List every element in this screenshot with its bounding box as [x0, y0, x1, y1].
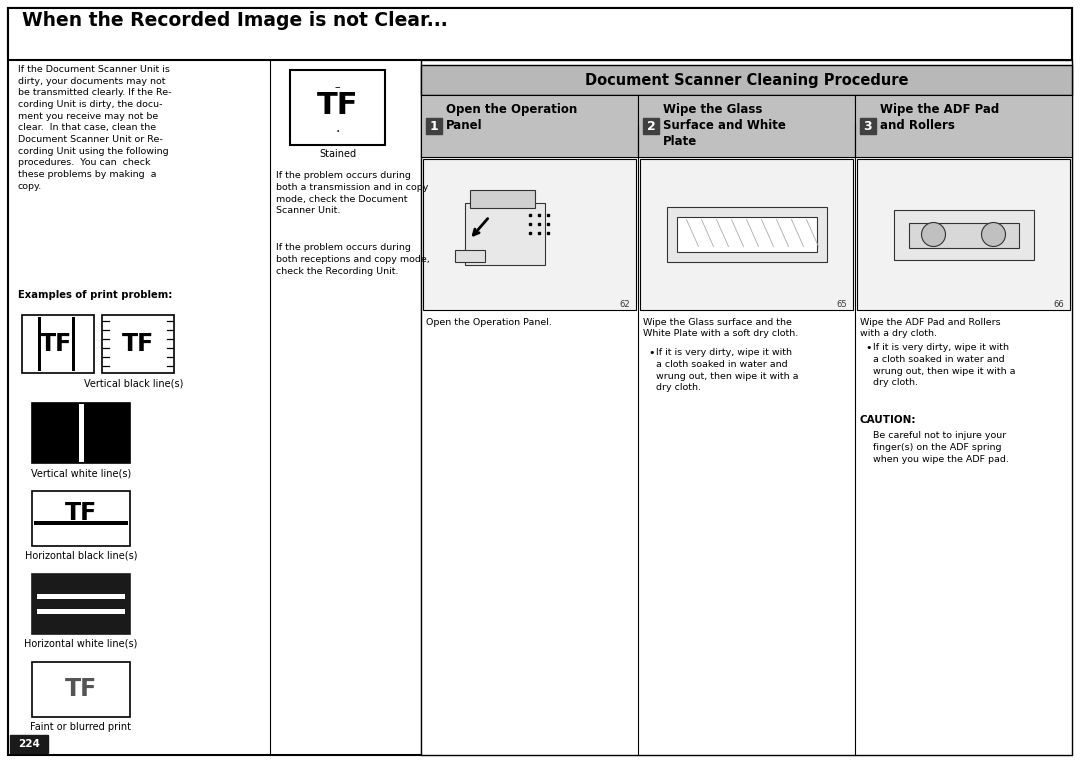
Bar: [32, 662, 130, 717]
Text: If it is very dirty, wipe it with
a cloth soaked in water and
wrung out, then wi: If it is very dirty, wipe it with a clot…: [656, 348, 798, 392]
Text: If the problem occurs during
both a transmission and in copy
mode, check the Doc: If the problem occurs during both a tran…: [276, 171, 429, 215]
Circle shape: [982, 223, 1005, 246]
Bar: [643, 118, 659, 134]
Text: If it is very dirty, wipe it with
a cloth soaked in water and
wrung out, then wi: If it is very dirty, wipe it with a clot…: [873, 343, 1015, 388]
Text: If the problem occurs during
both receptions and copy mode,
check the Recording : If the problem occurs during both recept…: [276, 243, 430, 275]
Text: Wipe the ADF Pad and Rollers
with a dry cloth.: Wipe the ADF Pad and Rollers with a dry …: [860, 318, 1001, 339]
Bar: [32, 403, 130, 463]
Text: Horizontal white line(s): Horizontal white line(s): [25, 639, 137, 649]
Bar: [908, 223, 1018, 247]
Bar: [32, 574, 130, 634]
Text: TF: TF: [316, 91, 359, 120]
Bar: [421, 65, 1072, 95]
Text: 3: 3: [864, 120, 873, 133]
Text: Wipe the ADF Pad
and Rollers: Wipe the ADF Pad and Rollers: [880, 103, 999, 132]
Text: 2: 2: [647, 120, 656, 133]
Text: 65: 65: [836, 300, 847, 309]
Text: Stained: Stained: [319, 149, 356, 159]
Bar: [38, 317, 41, 371]
Bar: [37, 594, 125, 599]
Text: •: •: [865, 343, 872, 353]
Bar: [22, 315, 94, 373]
Circle shape: [921, 223, 945, 246]
Bar: [10, 735, 48, 753]
Bar: [72, 317, 75, 371]
Text: Document Scanner Cleaning Procedure: Document Scanner Cleaning Procedure: [584, 72, 908, 88]
Text: 224: 224: [18, 739, 40, 749]
Bar: [102, 315, 174, 373]
Bar: [638, 95, 855, 157]
Text: If the Document Scanner Unit is
dirty, your documents may not
be transmitted cle: If the Document Scanner Unit is dirty, y…: [18, 65, 172, 191]
Bar: [421, 60, 1072, 755]
Text: Open the Operation
Panel: Open the Operation Panel: [446, 103, 577, 132]
Bar: [8, 8, 1072, 60]
Bar: [858, 159, 1070, 310]
Bar: [33, 521, 129, 525]
Text: Open the Operation Panel.: Open the Operation Panel.: [426, 318, 552, 327]
Text: TF: TF: [40, 332, 72, 356]
Bar: [291, 70, 384, 145]
Bar: [421, 95, 638, 157]
Text: Wipe the Glass surface and the
White Plate with a soft dry cloth.: Wipe the Glass surface and the White Pla…: [643, 318, 798, 339]
Text: Vertical black line(s): Vertical black line(s): [84, 378, 184, 388]
Bar: [426, 118, 442, 134]
Text: 62: 62: [619, 300, 630, 309]
Bar: [676, 217, 816, 252]
Text: When the Recorded Image is not Clear...: When the Recorded Image is not Clear...: [22, 11, 448, 30]
Text: 1: 1: [430, 120, 438, 133]
Text: Examples of print problem:: Examples of print problem:: [18, 290, 173, 300]
Text: Vertical white line(s): Vertical white line(s): [31, 468, 131, 478]
Text: Be careful not to injure your
finger(s) on the ADF spring
when you wipe the ADF : Be careful not to injure your finger(s) …: [873, 431, 1009, 464]
Bar: [470, 189, 535, 208]
Text: •: •: [648, 348, 654, 358]
Text: Faint or blurred print: Faint or blurred print: [30, 722, 132, 732]
Bar: [79, 404, 84, 462]
Text: CAUTION:: CAUTION:: [860, 415, 917, 425]
Text: Wipe the Glass
Surface and White
Plate: Wipe the Glass Surface and White Plate: [663, 103, 786, 148]
Text: TF: TF: [65, 678, 97, 701]
Bar: [423, 159, 636, 310]
Bar: [455, 250, 485, 262]
Bar: [893, 210, 1034, 259]
Text: TF: TF: [122, 332, 154, 356]
Bar: [666, 207, 826, 262]
Text: Horizontal black line(s): Horizontal black line(s): [25, 551, 137, 561]
Text: TF: TF: [65, 501, 97, 524]
Bar: [640, 159, 853, 310]
Text: ·: ·: [335, 125, 340, 139]
Bar: [860, 118, 876, 134]
Bar: [464, 202, 544, 265]
Bar: [37, 609, 125, 614]
Bar: [32, 491, 130, 546]
Text: 66: 66: [1053, 300, 1064, 309]
Bar: [855, 95, 1072, 157]
Text: –: –: [335, 82, 340, 92]
